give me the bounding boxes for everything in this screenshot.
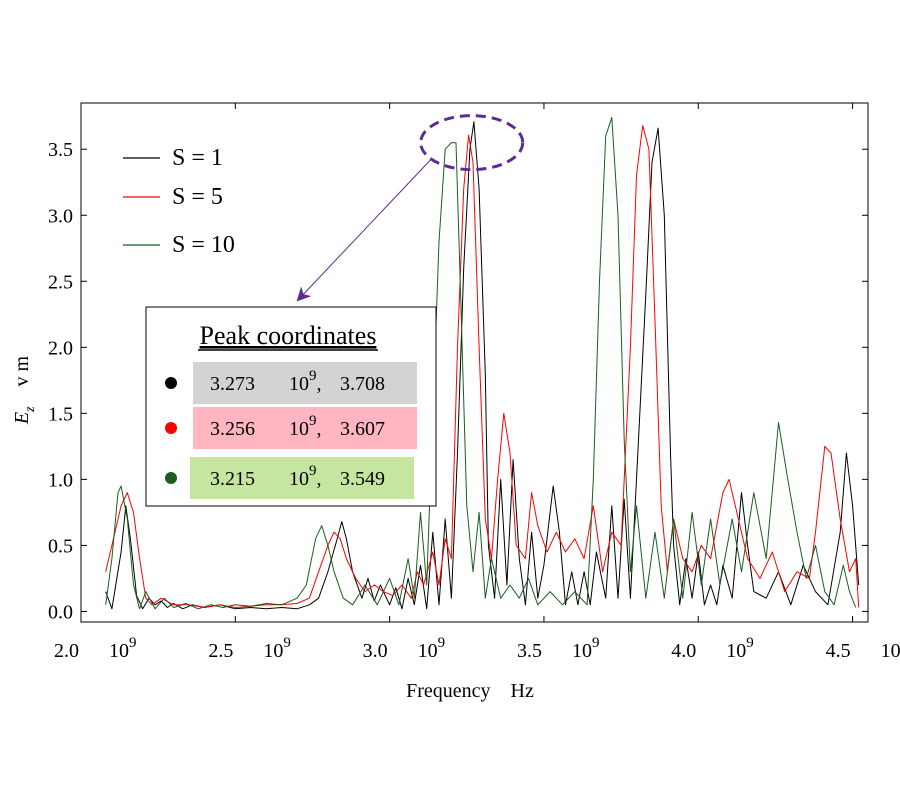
peak-row-x: 3.256 bbox=[210, 418, 255, 440]
peak-row-exponent: 109, bbox=[289, 413, 322, 440]
x-tick-label: 4.0 bbox=[671, 640, 696, 662]
y-tick-label: 1.5 bbox=[48, 403, 73, 425]
peak-row-exponent: 109, bbox=[289, 368, 322, 395]
series-layer bbox=[105, 117, 860, 610]
x-axis-label: Frequency Hz bbox=[406, 680, 534, 702]
y-tick-label: 3.0 bbox=[48, 205, 73, 227]
legend: S = 1 S = 5 S = 10 bbox=[123, 145, 235, 258]
peak-ellipse bbox=[419, 114, 525, 172]
peak-row-y: 3.607 bbox=[340, 418, 385, 440]
peak-coordinates-box: Peak coordinates 3.273 109, 3.708 3.256 109,… bbox=[145, 306, 437, 507]
x-tick-label: 2.0 bbox=[54, 640, 79, 662]
peak-row-dot bbox=[165, 422, 177, 434]
peak-row-dot bbox=[165, 377, 177, 389]
x-tick-exponent: 109 bbox=[109, 635, 137, 662]
y-axis-label-unit: v m bbox=[11, 355, 33, 386]
legend-label-3: S = 10 bbox=[172, 232, 235, 258]
x-tick-label: 3.0 bbox=[363, 640, 388, 662]
y-axis-label-sub: z bbox=[23, 406, 38, 413]
series-line-1 bbox=[105, 121, 860, 610]
peak-row-y: 3.549 bbox=[340, 468, 385, 490]
peak-box-title: Peak coordinates bbox=[200, 321, 377, 350]
peak-row-exponent: 109, bbox=[289, 463, 322, 490]
peak-arrow bbox=[296, 158, 433, 302]
y-tick-label: 0.0 bbox=[48, 601, 73, 623]
x-tick-label: 4.5 bbox=[826, 640, 851, 662]
series-line-2 bbox=[105, 125, 860, 608]
y-tick-label: 2.5 bbox=[48, 271, 73, 293]
x-tick-exponent: 109 bbox=[418, 635, 446, 662]
peak-row-dot bbox=[165, 472, 177, 484]
peak-row-y: 3.708 bbox=[340, 373, 385, 395]
x-tick-label: 3.5 bbox=[517, 640, 542, 662]
x-tick-exponent: 109 bbox=[726, 635, 754, 662]
peak-row-x: 3.273 bbox=[210, 373, 255, 395]
y-tick-label: 1.0 bbox=[48, 469, 73, 491]
y-axis-label: Ez v m bbox=[11, 355, 38, 425]
peak-row-x: 3.215 bbox=[210, 468, 255, 490]
y-tick-label: 3.5 bbox=[48, 139, 73, 161]
x-tick-label: 2.5 bbox=[208, 640, 233, 662]
plot-frame bbox=[80, 102, 869, 623]
peak-row-background bbox=[193, 362, 417, 404]
series-line-3 bbox=[105, 117, 857, 610]
y-tick-label: 0.5 bbox=[48, 535, 73, 557]
peak-row-background bbox=[193, 407, 417, 449]
x-tick-exponent: 109 bbox=[572, 635, 600, 662]
legend-label-2: S = 5 bbox=[172, 184, 223, 210]
x-tick-exponent: 109 bbox=[881, 635, 900, 662]
legend-label-1: S = 1 bbox=[172, 145, 223, 171]
x-tick-exponent: 109 bbox=[263, 635, 291, 662]
y-axis-label-main: E bbox=[11, 412, 33, 425]
peak-row-background bbox=[190, 457, 414, 499]
axis-ticks: 0.0 0.5 1.0 1.5 2.0 2.5 3.0 3.5 2.0 109 2.5 109 3.0 1… bbox=[48, 103, 900, 662]
peak-annotation bbox=[296, 114, 525, 302]
y-tick-label: 2.0 bbox=[48, 337, 73, 359]
